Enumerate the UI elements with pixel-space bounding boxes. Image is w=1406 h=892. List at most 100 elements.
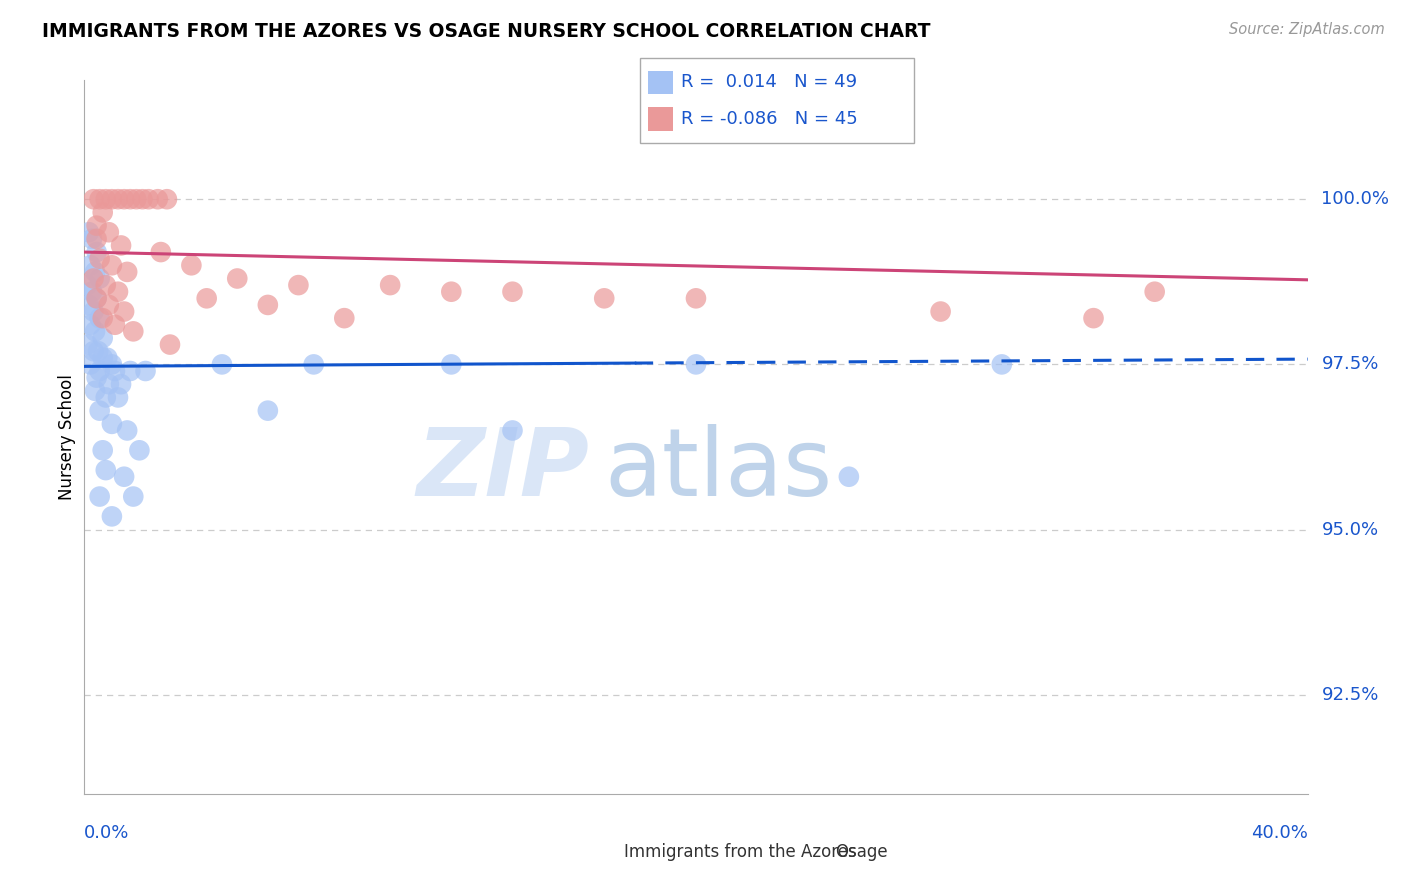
Point	[110, 238, 132, 252]
Point	[80, 232, 103, 246]
Text: atlas: atlas	[605, 424, 832, 516]
Point	[112, 304, 135, 318]
Point	[159, 337, 181, 351]
Point	[593, 291, 616, 305]
Point	[115, 424, 138, 438]
Point	[97, 225, 120, 239]
Point	[101, 358, 124, 372]
Point	[94, 278, 117, 293]
Point	[131, 192, 153, 206]
Text: R =  0.014   N = 49: R = 0.014 N = 49	[681, 73, 858, 91]
Text: Immigrants from the Azores: Immigrants from the Azores	[624, 843, 858, 861]
Point	[122, 324, 145, 338]
Point	[91, 311, 114, 326]
Point	[77, 225, 100, 239]
Point	[87, 344, 110, 359]
Point	[101, 258, 124, 272]
Point	[380, 278, 402, 293]
Point	[91, 331, 114, 345]
Point	[990, 358, 1012, 372]
Point	[94, 391, 117, 405]
Point	[86, 232, 108, 246]
Text: 95.0%: 95.0%	[1322, 521, 1379, 539]
Point	[120, 364, 142, 378]
Text: 97.5%: 97.5%	[1322, 355, 1379, 374]
Point	[146, 192, 169, 206]
Point	[128, 443, 150, 458]
Point	[838, 469, 860, 483]
Point	[333, 311, 356, 326]
Point	[86, 291, 108, 305]
Point	[211, 358, 233, 372]
Point	[138, 192, 160, 206]
Text: 92.5%: 92.5%	[1322, 686, 1379, 704]
Point	[97, 298, 120, 312]
Y-axis label: Nursery School: Nursery School	[58, 374, 76, 500]
Point	[94, 463, 117, 477]
Point	[120, 192, 142, 206]
Point	[86, 370, 108, 384]
Point	[101, 192, 124, 206]
Point	[101, 417, 124, 431]
Point	[91, 443, 114, 458]
Point	[76, 278, 98, 293]
Point	[156, 192, 179, 206]
Point	[501, 424, 523, 438]
FancyBboxPatch shape	[640, 58, 914, 143]
Point	[79, 358, 101, 372]
Text: Osage: Osage	[835, 843, 887, 861]
Point	[302, 358, 325, 372]
Point	[1143, 285, 1166, 299]
Point	[104, 318, 127, 332]
Point	[104, 364, 127, 378]
Point	[86, 291, 108, 305]
Point	[89, 403, 111, 417]
Point	[180, 258, 202, 272]
Point	[149, 245, 172, 260]
Point	[79, 318, 101, 332]
Point	[91, 351, 114, 365]
Point	[89, 490, 111, 504]
Point	[84, 384, 107, 398]
Point	[440, 285, 463, 299]
Point	[287, 278, 309, 293]
Point	[1083, 311, 1105, 326]
Point	[112, 192, 135, 206]
Point	[685, 291, 707, 305]
Text: R = -0.086   N = 45: R = -0.086 N = 45	[681, 110, 858, 128]
Point	[226, 271, 249, 285]
Text: ZIP: ZIP	[416, 424, 589, 516]
Point	[96, 351, 118, 365]
Point	[101, 509, 124, 524]
Point	[110, 377, 132, 392]
Point	[91, 205, 114, 219]
Point	[83, 192, 105, 206]
Point	[112, 469, 135, 483]
Point	[107, 391, 129, 405]
Point	[501, 285, 523, 299]
Point	[89, 271, 111, 285]
Point	[84, 324, 107, 338]
Point	[257, 403, 280, 417]
Point	[89, 192, 111, 206]
Point	[257, 298, 280, 312]
Point	[89, 311, 111, 326]
Point	[80, 285, 103, 299]
Text: Source: ZipAtlas.com: Source: ZipAtlas.com	[1229, 22, 1385, 37]
Text: IMMIGRANTS FROM THE AZORES VS OSAGE NURSERY SCHOOL CORRELATION CHART: IMMIGRANTS FROM THE AZORES VS OSAGE NURS…	[42, 22, 931, 41]
Point	[440, 358, 463, 372]
Point	[86, 219, 108, 233]
Point	[115, 265, 138, 279]
Text: 0.0%: 0.0%	[84, 824, 129, 842]
Point	[135, 364, 157, 378]
Point	[83, 271, 105, 285]
Point	[195, 291, 218, 305]
Point	[125, 192, 148, 206]
Text: 40.0%: 40.0%	[1251, 824, 1308, 842]
Bar	[648, 70, 672, 95]
Point	[107, 285, 129, 299]
Point	[89, 252, 111, 266]
Point	[84, 265, 107, 279]
Point	[89, 364, 111, 378]
Point	[122, 490, 145, 504]
